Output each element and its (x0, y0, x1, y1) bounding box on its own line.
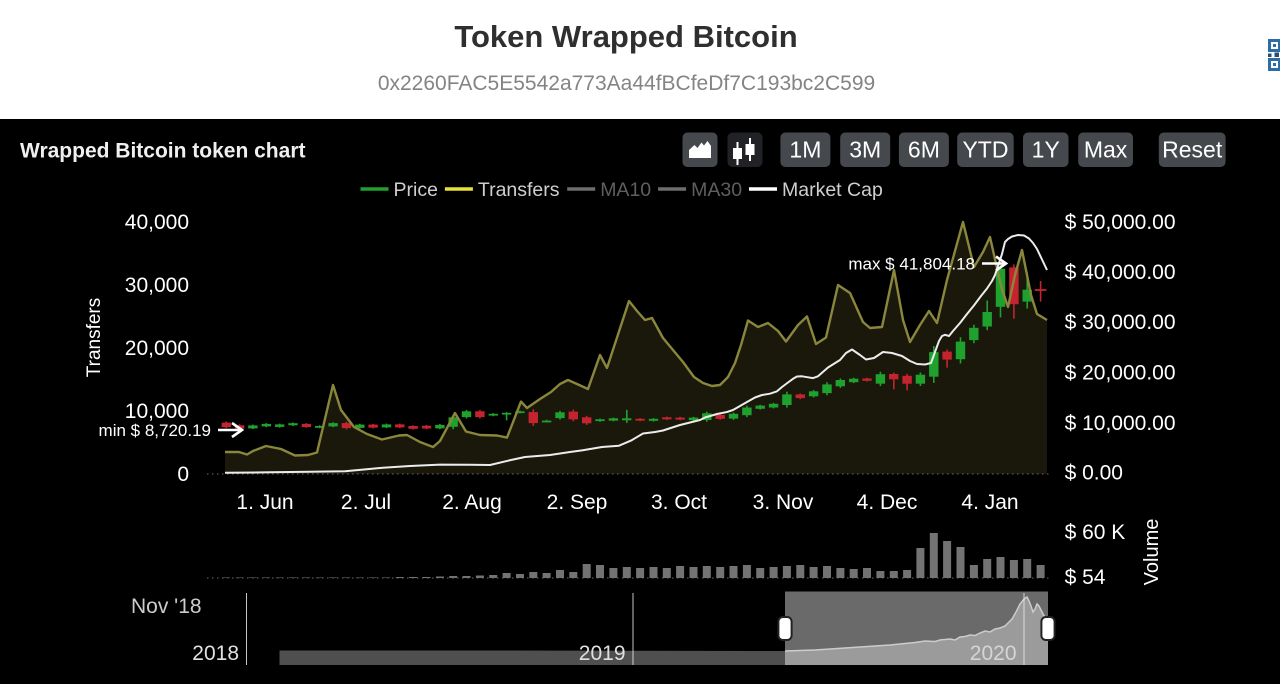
svg-text:$ 0.00: $ 0.00 (1065, 462, 1123, 485)
svg-text:$ 20,000.00: $ 20,000.00 (1065, 362, 1176, 385)
svg-text:max $ 41,804.18: max $ 41,804.18 (848, 255, 975, 274)
svg-text:Max: Max (1084, 137, 1128, 163)
svg-text:Price: Price (394, 179, 438, 201)
svg-text:2. Aug: 2. Aug (442, 491, 502, 514)
svg-text:min $ 8,720.19: min $ 8,720.19 (99, 421, 211, 440)
svg-text:$ 10,000.00: $ 10,000.00 (1065, 412, 1176, 435)
svg-text:3. Nov: 3. Nov (753, 491, 814, 514)
svg-text:Market Cap: Market Cap (782, 179, 883, 201)
svg-text:3M: 3M (849, 137, 881, 163)
svg-text:Wrapped Bitcoin token chart: Wrapped Bitcoin token chart (20, 140, 305, 163)
svg-text:2. Jul: 2. Jul (341, 491, 391, 514)
svg-text:Transfers: Transfers (84, 298, 105, 378)
svg-text:2018: 2018 (192, 642, 239, 665)
svg-text:3. Oct: 3. Oct (651, 491, 707, 514)
svg-text:0: 0 (177, 463, 189, 486)
svg-text:Reset: Reset (1162, 137, 1223, 163)
svg-text:6M: 6M (908, 137, 940, 163)
svg-text:1. Jun: 1. Jun (236, 491, 293, 514)
svg-text:30,000: 30,000 (125, 274, 189, 297)
svg-text:2. Sep: 2. Sep (547, 491, 608, 514)
svg-text:4. Dec: 4. Dec (857, 491, 918, 514)
svg-text:MA30: MA30 (691, 179, 742, 201)
svg-text:Volume: Volume (1141, 519, 1163, 586)
svg-text:2020: 2020 (970, 642, 1017, 665)
svg-text:40,000: 40,000 (125, 211, 189, 234)
svg-text:4. Jan: 4. Jan (961, 491, 1018, 514)
svg-text:MA10: MA10 (600, 179, 651, 201)
svg-text:$ 50,000.00: $ 50,000.00 (1065, 211, 1176, 234)
svg-text:2019: 2019 (579, 642, 626, 665)
svg-text:YTD: YTD (962, 137, 1008, 163)
svg-text:$ 30,000.00: $ 30,000.00 (1065, 311, 1176, 334)
svg-text:$ 60 K: $ 60 K (1065, 521, 1126, 544)
svg-text:$ 40,000.00: $ 40,000.00 (1065, 261, 1176, 284)
svg-text:$ 54: $ 54 (1065, 566, 1106, 589)
svg-text:10,000: 10,000 (125, 400, 189, 423)
svg-text:20,000: 20,000 (125, 337, 189, 360)
svg-text:Transfers: Transfers (478, 179, 560, 201)
svg-text:1Y: 1Y (1032, 137, 1060, 163)
svg-text:1M: 1M (789, 137, 821, 163)
svg-text:Nov '18: Nov '18 (131, 595, 202, 618)
